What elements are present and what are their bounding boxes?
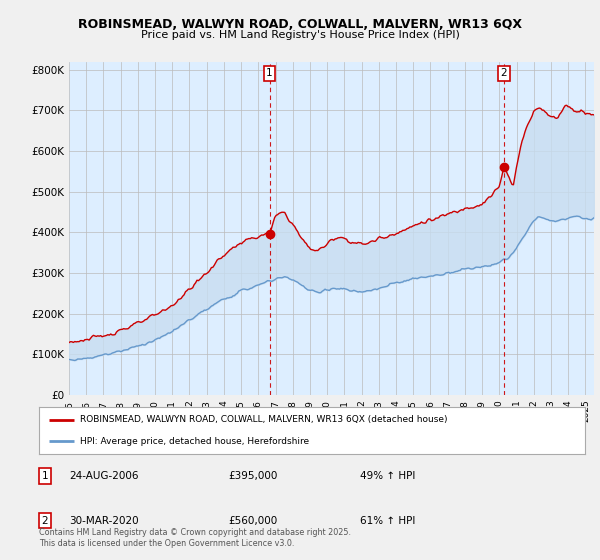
Text: 30-MAR-2020: 30-MAR-2020	[69, 516, 139, 526]
Text: ROBINSMEAD, WALWYN ROAD, COLWALL, MALVERN, WR13 6QX (detached house): ROBINSMEAD, WALWYN ROAD, COLWALL, MALVER…	[80, 415, 448, 424]
Text: 2: 2	[500, 68, 507, 78]
Text: 1: 1	[41, 471, 49, 481]
Text: 2: 2	[41, 516, 49, 526]
Text: £560,000: £560,000	[228, 516, 277, 526]
Text: Price paid vs. HM Land Registry's House Price Index (HPI): Price paid vs. HM Land Registry's House …	[140, 30, 460, 40]
Text: Contains HM Land Registry data © Crown copyright and database right 2025.
This d: Contains HM Land Registry data © Crown c…	[39, 528, 351, 548]
Text: 49% ↑ HPI: 49% ↑ HPI	[360, 471, 415, 481]
Text: HPI: Average price, detached house, Herefordshire: HPI: Average price, detached house, Here…	[80, 437, 309, 446]
Text: ROBINSMEAD, WALWYN ROAD, COLWALL, MALVERN, WR13 6QX: ROBINSMEAD, WALWYN ROAD, COLWALL, MALVER…	[78, 18, 522, 31]
Text: 61% ↑ HPI: 61% ↑ HPI	[360, 516, 415, 526]
Text: 1: 1	[266, 68, 273, 78]
Text: 24-AUG-2006: 24-AUG-2006	[69, 471, 139, 481]
Text: £395,000: £395,000	[228, 471, 277, 481]
